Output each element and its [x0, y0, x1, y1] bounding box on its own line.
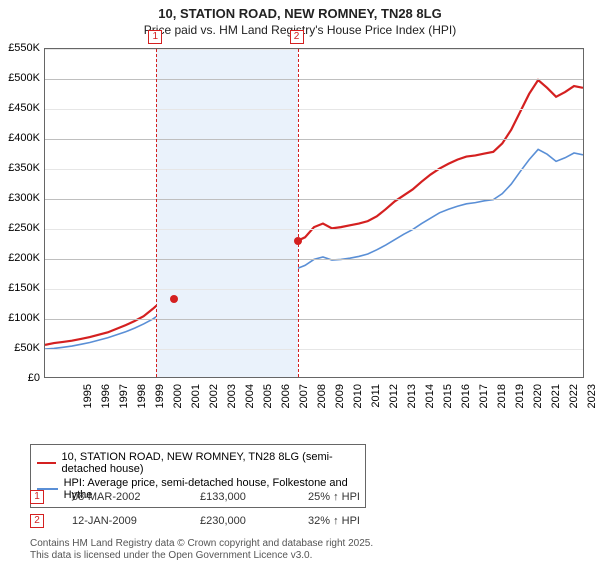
sale-marker-box: 1	[148, 30, 162, 44]
gridline-y	[45, 109, 583, 110]
x-tick-label: 2007	[298, 384, 310, 424]
page-title: 10, STATION ROAD, NEW ROMNEY, TN28 8LG	[0, 6, 600, 21]
x-tick-label: 2012	[388, 384, 400, 424]
legend-swatch	[37, 462, 56, 464]
chart-svg	[45, 49, 583, 377]
x-tick-label: 2016	[460, 384, 472, 424]
y-tick-label: £0	[0, 372, 40, 384]
y-tick-label: £100K	[0, 312, 40, 324]
x-tick-label: 2021	[550, 384, 562, 424]
y-tick-label: £50K	[0, 342, 40, 354]
y-tick-label: £300K	[0, 192, 40, 204]
annot-delta: 32% ↑ HPI	[308, 515, 360, 527]
x-tick-label: 2018	[496, 384, 508, 424]
sale-annotation: 1 08-MAR-2002 £133,000 25% ↑ HPI	[30, 490, 360, 504]
x-tick-label: 2011	[370, 384, 382, 424]
x-tick-label: 2002	[208, 384, 220, 424]
chart-plot-area	[44, 48, 584, 378]
gridline-y	[45, 289, 583, 290]
sale-dot	[170, 295, 178, 303]
series-price-paid	[45, 80, 583, 345]
x-tick-label: 1996	[100, 384, 112, 424]
x-tick-label: 2010	[352, 384, 364, 424]
x-tick-label: 1998	[136, 384, 148, 424]
annot-marker: 1	[30, 490, 44, 504]
x-tick-label: 2009	[334, 384, 346, 424]
annot-delta: 25% ↑ HPI	[308, 491, 360, 503]
annot-price: £230,000	[200, 515, 280, 527]
x-tick-label: 2020	[532, 384, 544, 424]
sale-marker-box: 2	[290, 30, 304, 44]
x-tick-label: 2005	[262, 384, 274, 424]
gridline-y	[45, 229, 583, 230]
x-tick-label: 1995	[82, 384, 94, 424]
y-tick-label: £350K	[0, 162, 40, 174]
x-tick-label: 2014	[424, 384, 436, 424]
sale-vline	[298, 49, 299, 377]
sale-dot	[294, 237, 302, 245]
y-tick-label: £500K	[0, 72, 40, 84]
x-tick-label: 2003	[226, 384, 238, 424]
x-tick-label: 2004	[244, 384, 256, 424]
footnote: This data is licensed under the Open Gov…	[30, 550, 312, 561]
x-tick-label: 2013	[406, 384, 418, 424]
legend-item: 10, STATION ROAD, NEW ROMNEY, TN28 8LG (…	[37, 451, 359, 475]
x-tick-label: 2023	[586, 384, 598, 424]
annot-price: £133,000	[200, 491, 280, 503]
y-tick-label: £150K	[0, 282, 40, 294]
x-tick-label: 1999	[154, 384, 166, 424]
shaded-range	[156, 49, 297, 377]
annot-marker: 2	[30, 514, 44, 528]
gridline-y	[45, 139, 583, 140]
gridline-y	[45, 169, 583, 170]
y-tick-label: £400K	[0, 132, 40, 144]
x-tick-label: 1997	[118, 384, 130, 424]
annot-date: 08-MAR-2002	[72, 491, 172, 503]
x-tick-label: 2000	[172, 384, 184, 424]
gridline-y	[45, 49, 583, 50]
y-tick-label: £250K	[0, 222, 40, 234]
footnote: Contains HM Land Registry data © Crown c…	[30, 538, 373, 549]
y-tick-label: £450K	[0, 102, 40, 114]
gridline-y	[45, 199, 583, 200]
gridline-y	[45, 319, 583, 320]
legend-label: 10, STATION ROAD, NEW ROMNEY, TN28 8LG (…	[62, 451, 359, 475]
y-tick-label: £200K	[0, 252, 40, 264]
y-tick-label: £550K	[0, 42, 40, 54]
x-tick-label: 2001	[190, 384, 202, 424]
x-tick-label: 2008	[316, 384, 328, 424]
gridline-y	[45, 349, 583, 350]
sale-annotation: 2 12-JAN-2009 £230,000 32% ↑ HPI	[30, 514, 360, 528]
sale-vline	[156, 49, 157, 377]
x-tick-label: 2019	[514, 384, 526, 424]
x-tick-label: 2006	[280, 384, 292, 424]
annot-date: 12-JAN-2009	[72, 515, 172, 527]
x-tick-label: 2017	[478, 384, 490, 424]
gridline-y	[45, 259, 583, 260]
x-tick-label: 2022	[568, 384, 580, 424]
x-tick-label: 2015	[442, 384, 454, 424]
chart-inner	[45, 49, 583, 377]
gridline-y	[45, 79, 583, 80]
